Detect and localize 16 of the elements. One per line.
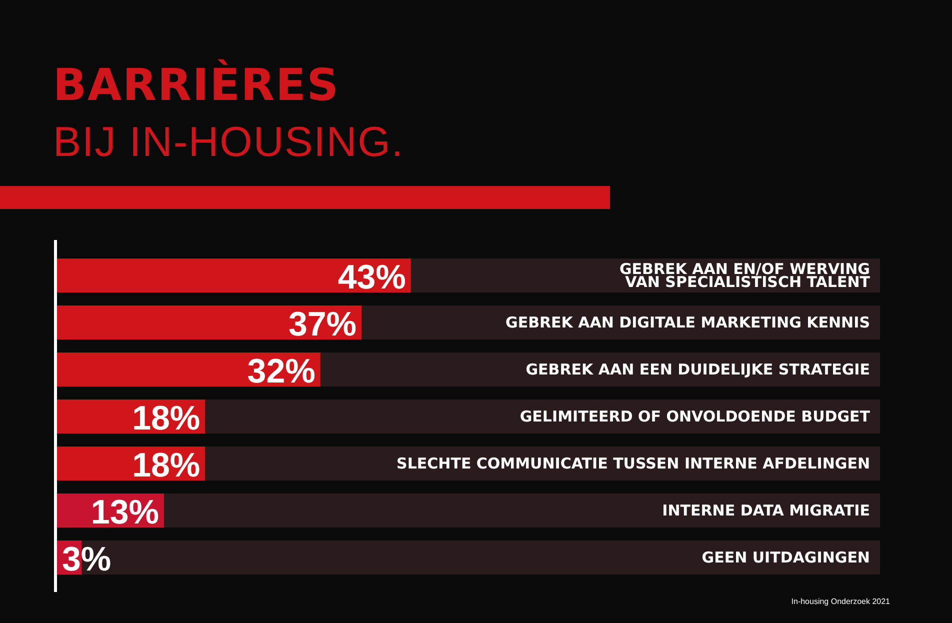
- y-tick-label: GELIMITEERD OF ONVOLDOENDE BUDGET: [520, 408, 871, 426]
- y-tick-label: GEBREK AAN EN/OF WERVING VAN SPECIALISTISCH TALENT: [619, 260, 871, 291]
- chart-title: BARRIÈRES: [53, 60, 340, 111]
- data-label: 32%: [247, 352, 316, 390]
- data-label: 18%: [132, 400, 200, 438]
- y-tick-label: GEBREK AAN DIGITALE MARKETING KENNIS: [506, 314, 870, 332]
- chart-subtitle: BIJ IN-HOUSING.: [53, 118, 404, 166]
- data-label: 43%: [338, 258, 406, 296]
- y-tick-label: GEEN UITDAGINGEN: [702, 548, 870, 566]
- text: In-housing Onderzoek 2021: [791, 597, 890, 606]
- data-label: 13%: [90, 494, 159, 532]
- y-tick-label: GEBREK AAN EEN DUIDELIJKE STRATEGIE: [526, 360, 870, 378]
- y-tick-label: SLECHTE COMMUNICATIE TUSSEN INTERNE AFDELINGEN: [396, 454, 870, 472]
- data-label: 37%: [288, 306, 357, 344]
- y-tick-label: INTERNE DATA MIGRATIE: [662, 502, 870, 520]
- data-label: 18%: [132, 446, 200, 484]
